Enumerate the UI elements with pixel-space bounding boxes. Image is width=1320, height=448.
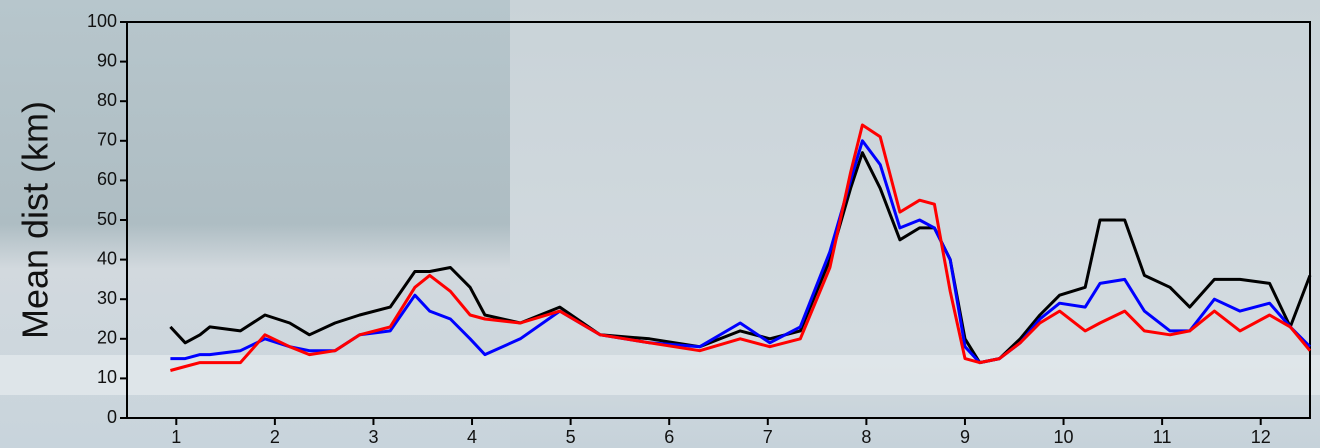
x-tick-label: 3 [368, 427, 378, 447]
x-tick-label: 1 [171, 427, 181, 447]
x-tick-label: 2 [270, 427, 280, 447]
page: Mean dist (km) 0102030405060708090100123… [0, 0, 1320, 448]
y-tick-label: 70 [97, 130, 117, 150]
y-tick-label: 40 [97, 248, 117, 268]
x-tick-label: 4 [467, 427, 477, 447]
x-tick-label: 5 [566, 427, 576, 447]
chart: Mean dist (km) 0102030405060708090100123… [0, 0, 1320, 448]
x-tick-label: 6 [664, 427, 674, 447]
x-tick-label: 11 [1153, 427, 1172, 447]
y-tick-label: 20 [97, 328, 117, 348]
y-axis-label: Mean dist (km) [15, 101, 56, 339]
ice-band [0, 355, 1320, 395]
y-tick-label: 90 [97, 50, 117, 70]
y-tick-label: 50 [97, 209, 117, 229]
y-tick-label: 60 [97, 169, 117, 189]
x-tick-label: 8 [861, 427, 871, 447]
x-tick-label: 12 [1251, 427, 1271, 447]
y-tick-label: 80 [97, 90, 117, 110]
y-tick-label: 100 [87, 11, 117, 31]
x-tick-label: 10 [1054, 427, 1074, 447]
y-tick-label: 30 [97, 288, 117, 308]
x-tick-label: 7 [763, 427, 773, 447]
y-tick-label: 0 [107, 407, 117, 427]
y-tick-label: 10 [97, 367, 117, 387]
x-tick-label: 9 [960, 427, 970, 447]
